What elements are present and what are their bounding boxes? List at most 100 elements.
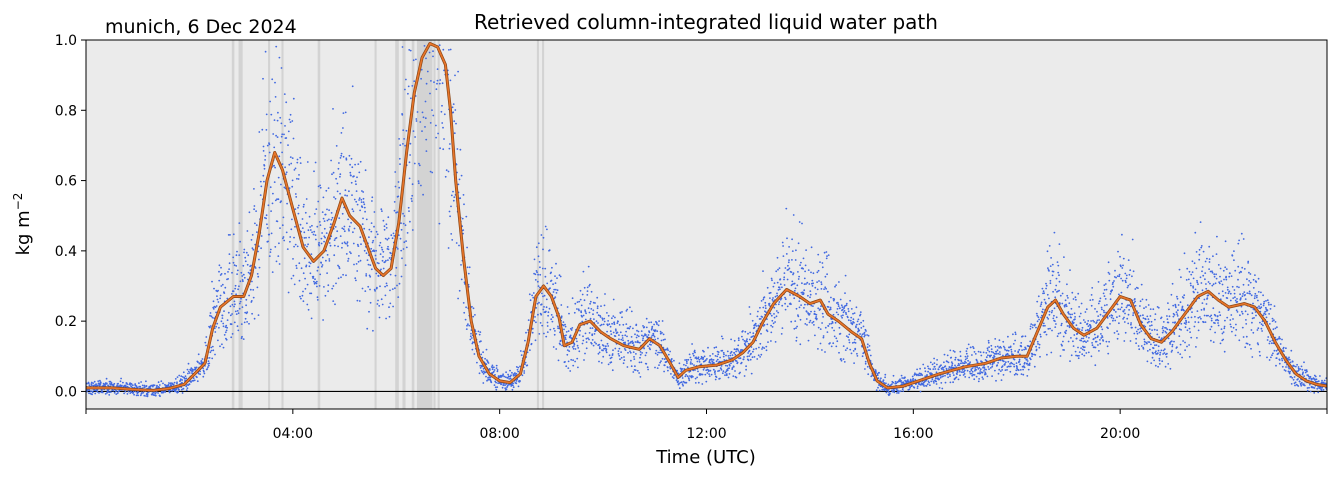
lwp-scatter-point	[1108, 315, 1111, 317]
lwp-scatter-point	[1122, 257, 1125, 260]
lwp-scatter-point	[574, 360, 576, 363]
lwp-scatter-point	[284, 166, 286, 169]
lwp-scatter-point	[230, 293, 233, 295]
lwp-scatter-point	[368, 310, 370, 313]
lwp-scatter-point	[742, 330, 744, 332]
lwp-scatter-point	[115, 393, 118, 395]
lwp-scatter-point	[839, 298, 842, 301]
lwp-scatter-point	[832, 342, 835, 345]
lwp-scatter-point	[601, 317, 604, 320]
lwp-scatter-point	[531, 331, 534, 334]
lwp-scatter-point	[983, 368, 986, 370]
lwp-scatter-point	[969, 370, 971, 373]
lwp-scatter-point	[1034, 354, 1037, 356]
lwp-scatter-point	[1234, 296, 1236, 299]
lwp-scatter-point	[623, 356, 625, 358]
lwp-scatter-point	[772, 297, 774, 299]
lwp-scatter-point	[894, 380, 897, 383]
lwp-scatter-point	[1026, 358, 1028, 361]
lwp-scatter-point	[1255, 314, 1257, 317]
lwp-scatter-point	[1205, 303, 1208, 305]
lwp-scatter-point	[841, 316, 843, 319]
lwp-scatter-point	[949, 375, 951, 378]
lwp-scatter-point	[403, 241, 406, 244]
lwp-scatter-point	[227, 278, 230, 280]
lwp-scatter-point	[96, 384, 99, 387]
lwp-scatter-point	[1075, 298, 1077, 301]
lwp-scatter-point	[442, 126, 444, 129]
lwp-scatter-point	[709, 355, 711, 357]
lwp-scatter-point	[617, 353, 620, 355]
lwp-scatter-point	[1038, 318, 1040, 321]
lwp-scatter-point	[812, 320, 815, 323]
lwp-scatter-point	[953, 351, 956, 353]
lwp-scatter-point	[365, 274, 368, 277]
lwp-scatter-point	[584, 309, 586, 312]
lwp-scatter-point	[713, 362, 715, 364]
lwp-scatter-point	[976, 366, 978, 369]
lwp-scatter-point	[364, 290, 367, 292]
lwp-scatter-point	[667, 369, 669, 372]
lwp-scatter-point	[598, 360, 600, 363]
lwp-scatter-point	[634, 365, 636, 368]
lwp-scatter-point	[495, 388, 498, 391]
lwp-scatter-point	[471, 305, 473, 308]
lwp-scatter-point	[1209, 315, 1211, 318]
lwp-scatter-point	[220, 320, 223, 323]
lwp-scatter-point	[731, 367, 734, 369]
lwp-scatter-point	[637, 341, 640, 344]
lwp-scatter-point	[1042, 322, 1045, 325]
lwp-scatter-point	[687, 366, 689, 369]
lwp-scatter-point	[1024, 357, 1026, 360]
lwp-scatter-point	[1087, 325, 1090, 327]
lwp-scatter-point	[1051, 263, 1054, 266]
lwp-scatter-point	[398, 157, 401, 160]
lwp-scatter-point	[325, 232, 328, 235]
lwp-scatter-point	[887, 389, 889, 392]
lwp-scatter-point	[350, 252, 352, 255]
lwp-scatter-point	[310, 317, 313, 320]
lwp-scatter-point	[807, 294, 809, 297]
lwp-scatter-point	[307, 229, 310, 232]
lwp-scatter-point	[606, 342, 609, 345]
lwp-scatter-point	[952, 372, 954, 374]
lwp-scatter-point	[364, 210, 366, 213]
lwp-scatter-point	[1017, 350, 1020, 353]
lwp-scatter-point	[1232, 318, 1234, 320]
lwp-scatter-point	[401, 46, 404, 48]
lwp-scatter-point	[397, 296, 400, 298]
lwp-scatter-point	[379, 241, 382, 244]
lwp-scatter-point	[979, 370, 982, 372]
lwp-scatter-point	[388, 315, 391, 318]
lwp-scatter-point	[453, 132, 456, 135]
lwp-scatter-point	[1035, 326, 1037, 329]
lwp-scatter-point	[420, 184, 422, 187]
lwp-scatter-point	[408, 177, 411, 180]
lwp-scatter-point	[645, 351, 648, 354]
lwp-scatter-point	[684, 375, 687, 378]
lwp-scatter-point	[208, 357, 211, 359]
lwp-scatter-point	[981, 376, 984, 379]
lwp-scatter-point	[1036, 340, 1039, 343]
lwp-scatter-point	[368, 228, 371, 231]
lwp-scatter-point	[1259, 354, 1261, 357]
lwp-scatter-point	[333, 196, 335, 199]
lwp-scatter-point	[681, 383, 684, 386]
lwp-scatter-point	[1058, 289, 1060, 292]
lwp-scatter-point	[595, 320, 598, 323]
lwp-scatter-point	[1073, 334, 1076, 336]
lwp-scatter-point	[466, 266, 469, 269]
lwp-scatter-point	[459, 148, 462, 151]
lwp-scatter-point	[224, 272, 226, 275]
lwp-scatter-point	[291, 218, 293, 221]
lwp-scatter-point	[1262, 314, 1265, 316]
lwp-scatter-point	[280, 200, 282, 203]
lwp-scatter-point	[1137, 328, 1139, 331]
lwp-scatter-point	[1093, 338, 1095, 340]
lwp-scatter-point	[614, 347, 617, 350]
lwp-scatter-point	[257, 275, 260, 278]
lwp-scatter-point	[240, 323, 243, 325]
lwp-scatter-point	[404, 224, 407, 227]
lwp-scatter-point	[1237, 242, 1240, 245]
lwp-scatter-point	[441, 82, 444, 85]
